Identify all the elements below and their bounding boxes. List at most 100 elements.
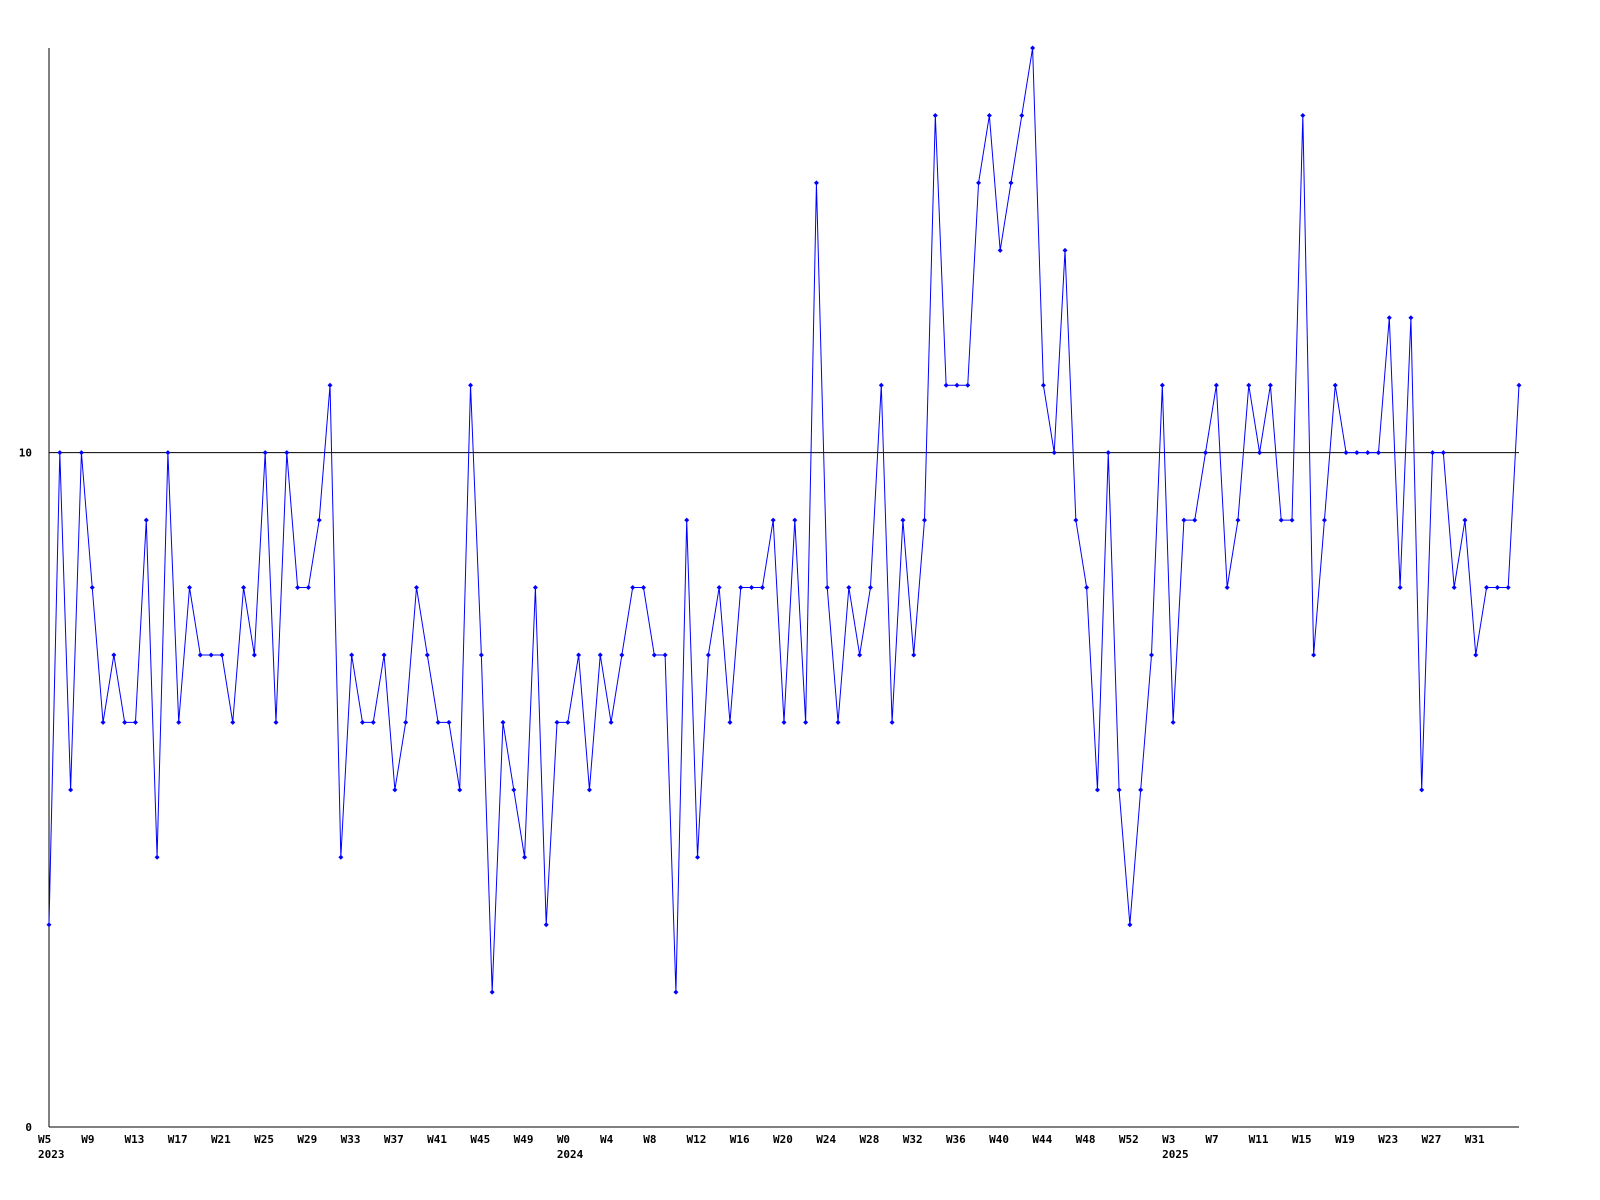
data-point [327,382,333,388]
data-point [154,854,160,860]
data-point [1149,652,1154,658]
x-tick-label: W7 [1205,1133,1218,1146]
x-tick-label: W13 [124,1133,144,1146]
data-point [738,585,744,590]
data-point [424,652,430,658]
data-point [197,652,203,658]
data-point [1235,517,1241,523]
data-point [835,719,841,725]
data-point [1040,382,1046,388]
data-point [716,585,722,590]
data-point [1386,315,1392,321]
data-point [284,450,290,456]
data-point [705,652,711,658]
data-point [78,450,84,456]
data-point [954,382,960,388]
data-point [435,719,441,725]
data-point [576,652,582,658]
data-point [965,382,971,388]
x-tick-label: W40 [989,1133,1009,1146]
data-point [889,719,895,725]
data-point [1105,450,1111,456]
x-tick-label: W52 [1119,1133,1139,1146]
x-tick-label: W36 [946,1133,966,1146]
data-point [1138,787,1144,793]
data-point [630,585,636,590]
data-point [1192,517,1198,523]
data-point [241,585,247,590]
x-tick-label: W27 [1422,1133,1442,1146]
data-point [165,450,171,456]
data-point [1213,382,1219,388]
data-point [381,652,387,658]
data-point [132,719,138,725]
data-point [89,585,95,590]
data-point [1289,517,1295,523]
data-point [1516,382,1522,388]
x-tick-label: W45 [470,1133,490,1146]
data-point [684,517,690,523]
data-point [1257,450,1263,456]
data-point [770,517,776,523]
data-point [305,585,311,590]
data-point [251,652,257,658]
x-tick-label: W8 [643,1133,656,1146]
data-point [1419,787,1425,793]
x-tick-label: W31 [1465,1133,1485,1146]
x-tick-label: W11 [1249,1133,1269,1146]
data-point [792,517,798,523]
x-tick-label: W32 [903,1133,923,1146]
data-point [230,719,236,725]
data-point [695,854,701,860]
data-point [1278,517,1284,523]
x-tick-label: W41 [427,1133,447,1146]
data-point [176,719,182,725]
data-point [867,585,873,590]
data-point [338,854,344,860]
x-tick-label: W48 [1076,1133,1096,1146]
data-point [1397,585,1403,590]
data-point [1051,450,1057,456]
data-point [1462,517,1468,523]
x-tick-label: W49 [514,1133,534,1146]
data-point [922,517,928,523]
data-point [532,585,538,590]
data-point [100,719,106,725]
data-point [1343,450,1349,456]
data-point [478,652,484,658]
data-point [803,719,809,725]
data-point [543,922,549,928]
data-point [943,382,949,388]
x-tick-label: W3 [1162,1133,1175,1146]
data-point [68,787,74,793]
data-point [781,719,787,725]
data-point [446,719,452,725]
data-point [673,989,679,995]
x-tick-label: W15 [1292,1133,1312,1146]
data-point [1300,112,1306,118]
data-point [997,247,1003,253]
data-point [640,585,646,590]
x-tick-label: W0 [557,1133,570,1146]
data-point [1451,585,1457,590]
data-point [1494,585,1500,590]
data-point [359,719,365,725]
data-point [1224,585,1230,590]
x-tick-label: W44 [1032,1133,1052,1146]
data-point [878,382,884,388]
data-point [1321,517,1327,523]
data-point [1030,45,1036,51]
data-point [586,787,592,793]
data-point [457,787,463,793]
data-point [349,652,355,658]
x-tick-label: W12 [687,1133,707,1146]
year-label: 2024 [557,1148,584,1161]
x-tick-label: W17 [168,1133,188,1146]
data-point [1159,382,1165,388]
data-point [511,787,517,793]
data-point [1008,180,1014,186]
y-tick-label: 0 [25,1121,32,1134]
data-point [262,450,268,456]
data-point [1181,517,1187,523]
